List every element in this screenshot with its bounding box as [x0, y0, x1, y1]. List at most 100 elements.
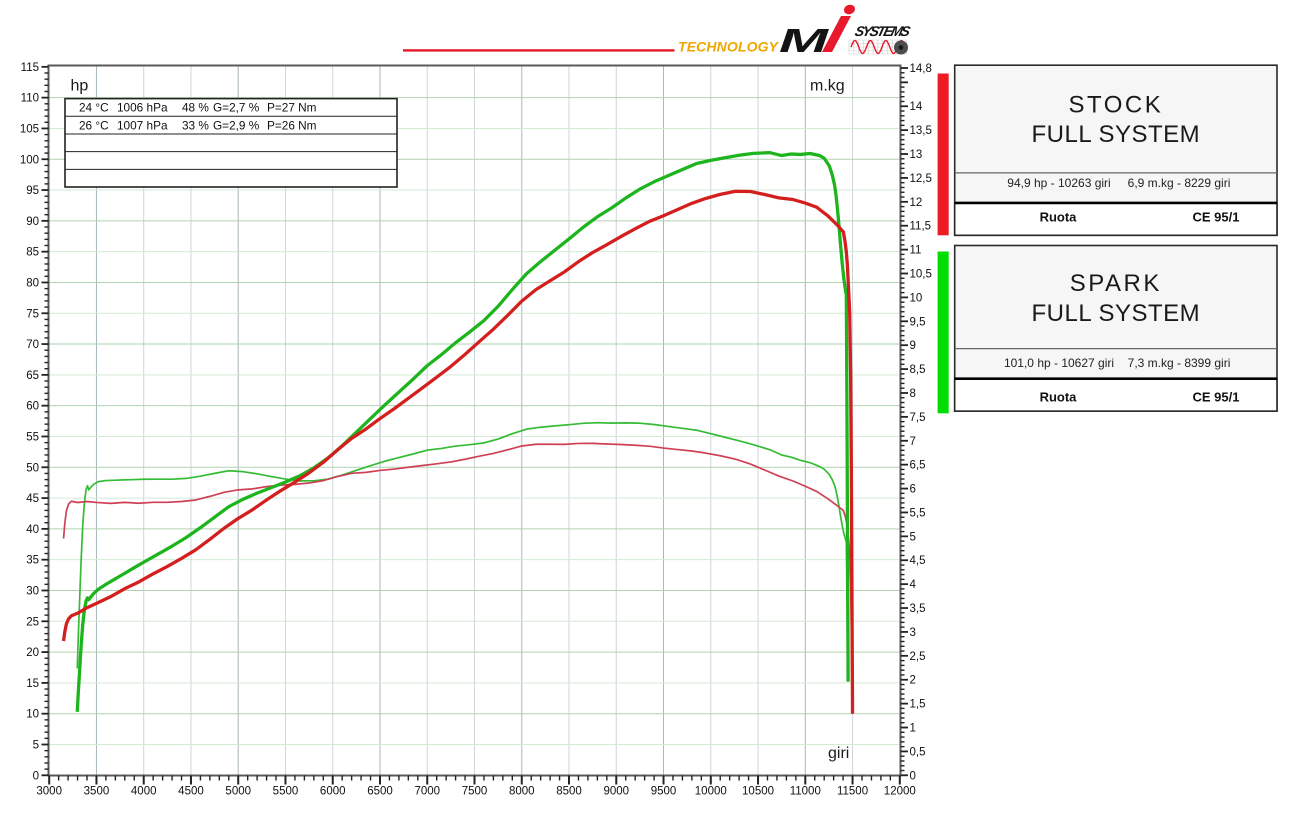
svg-text:40: 40	[26, 524, 39, 536]
svg-text:CE 95/1: CE 95/1	[1193, 390, 1240, 405]
svg-text:6,5: 6,5	[910, 460, 926, 472]
svg-text:35: 35	[26, 555, 39, 567]
svg-text:4500: 4500	[178, 786, 204, 798]
svg-text:4000: 4000	[131, 786, 157, 798]
svg-text:3000: 3000	[36, 786, 62, 798]
svg-text:FULL SYSTEM: FULL SYSTEM	[1032, 121, 1201, 148]
svg-text:10500: 10500	[742, 786, 774, 798]
svg-text:1007 hPa: 1007 hPa	[117, 118, 168, 132]
svg-text:13,5: 13,5	[910, 125, 932, 137]
svg-text:11: 11	[910, 245, 922, 257]
svg-text:15: 15	[26, 678, 39, 690]
svg-text:STOCK: STOCK	[1068, 91, 1163, 118]
svg-text:10,5: 10,5	[910, 269, 932, 281]
svg-text:4,5: 4,5	[910, 555, 926, 567]
svg-text:24 °C: 24 °C	[79, 101, 109, 115]
svg-text:115: 115	[21, 62, 39, 74]
svg-text:80: 80	[26, 277, 39, 289]
svg-text:P=26 Nm: P=26 Nm	[267, 118, 317, 132]
svg-text:10: 10	[910, 292, 923, 304]
svg-text:10000: 10000	[695, 786, 727, 798]
svg-text:0,5: 0,5	[910, 746, 926, 758]
svg-text:Ruota: Ruota	[1040, 210, 1078, 225]
svg-text:13: 13	[910, 149, 923, 161]
svg-text:65: 65	[26, 370, 39, 382]
svg-text:5500: 5500	[273, 786, 299, 798]
svg-text:9500: 9500	[651, 786, 677, 798]
svg-text:94,9 hp - 10263 giri: 94,9 hp - 10263 giri	[1007, 176, 1110, 190]
svg-text:5000: 5000	[225, 786, 251, 798]
svg-text:P=27 Nm: P=27 Nm	[267, 101, 317, 115]
svg-text:110: 110	[21, 93, 39, 105]
svg-text:95: 95	[26, 185, 39, 197]
svg-text:G=2,9 %: G=2,9 %	[213, 118, 260, 132]
svg-text:SPARK: SPARK	[1070, 270, 1162, 297]
svg-text:12,5: 12,5	[910, 173, 932, 185]
svg-text:105: 105	[20, 123, 39, 135]
svg-text:14,8: 14,8	[910, 63, 932, 75]
svg-text:11000: 11000	[790, 786, 821, 798]
svg-text:50: 50	[26, 462, 39, 474]
svg-text:100: 100	[20, 154, 39, 166]
svg-text:6000: 6000	[320, 786, 346, 798]
svg-text:45: 45	[26, 493, 39, 505]
svg-text:12: 12	[910, 197, 923, 209]
svg-text:2,5: 2,5	[910, 651, 926, 663]
svg-text:14: 14	[910, 101, 923, 113]
svg-text:1: 1	[910, 723, 916, 735]
svg-text:25: 25	[26, 616, 39, 628]
svg-text:CE 95/1: CE 95/1	[1193, 210, 1240, 225]
svg-text:6500: 6500	[367, 786, 393, 798]
svg-text:5: 5	[910, 531, 916, 543]
svg-text:11500: 11500	[837, 786, 868, 798]
svg-text:5,5: 5,5	[910, 507, 926, 519]
svg-text:Ruota: Ruota	[1040, 390, 1078, 405]
svg-text:7000: 7000	[414, 786, 440, 798]
svg-text:3: 3	[910, 627, 916, 639]
svg-text:48 %: 48 %	[182, 101, 209, 115]
svg-text:7500: 7500	[462, 786, 488, 798]
svg-text:8: 8	[910, 388, 916, 400]
svg-text:55: 55	[26, 431, 39, 443]
svg-text:giri: giri	[828, 745, 849, 762]
svg-text:2: 2	[910, 675, 916, 687]
svg-text:26 °C: 26 °C	[79, 118, 109, 132]
svg-text:20: 20	[26, 647, 39, 659]
svg-text:0: 0	[910, 770, 916, 782]
svg-text:9: 9	[910, 340, 916, 352]
svg-text:7,5: 7,5	[910, 412, 926, 424]
svg-text:G=2,7 %: G=2,7 %	[213, 101, 260, 115]
svg-text:4: 4	[910, 579, 917, 591]
svg-text:SYSTEMS: SYSTEMS	[853, 24, 912, 40]
svg-text:5: 5	[33, 740, 39, 752]
svg-text:12000: 12000	[884, 786, 916, 798]
svg-text:7: 7	[910, 436, 916, 448]
svg-text:101,0 hp - 10627 giri: 101,0 hp - 10627 giri	[1004, 356, 1114, 370]
svg-text:7,3 m.kg - 8399 giri: 7,3 m.kg - 8399 giri	[1128, 356, 1231, 370]
svg-text:0: 0	[33, 770, 39, 782]
svg-text:60: 60	[26, 401, 39, 413]
svg-text:8,5: 8,5	[910, 364, 926, 376]
svg-text:10: 10	[26, 709, 39, 721]
svg-text:3500: 3500	[84, 786, 110, 798]
svg-text:hp: hp	[71, 78, 89, 95]
svg-text:M: M	[779, 23, 830, 60]
svg-text:TECHNOLOGY: TECHNOLOGY	[678, 39, 780, 55]
svg-text:30: 30	[26, 585, 39, 597]
svg-text:75: 75	[26, 308, 39, 320]
svg-text:33 %: 33 %	[182, 118, 209, 132]
svg-text:3,5: 3,5	[910, 603, 926, 615]
svg-text:85: 85	[26, 247, 39, 259]
svg-text:FULL SYSTEM: FULL SYSTEM	[1032, 300, 1201, 327]
svg-text:1,5: 1,5	[910, 699, 926, 711]
svg-text:6,9 m.kg - 8229 giri: 6,9 m.kg - 8229 giri	[1128, 176, 1231, 190]
svg-text:9000: 9000	[603, 786, 629, 798]
svg-text:90: 90	[26, 216, 39, 228]
svg-text:6: 6	[910, 484, 916, 496]
svg-text:8500: 8500	[556, 786, 582, 798]
svg-text:11,5: 11,5	[910, 221, 932, 233]
svg-text:8000: 8000	[509, 786, 535, 798]
svg-text:1006 hPa: 1006 hPa	[117, 101, 168, 115]
svg-text:m.kg: m.kg	[810, 78, 845, 95]
svg-text:9,5: 9,5	[910, 316, 926, 328]
